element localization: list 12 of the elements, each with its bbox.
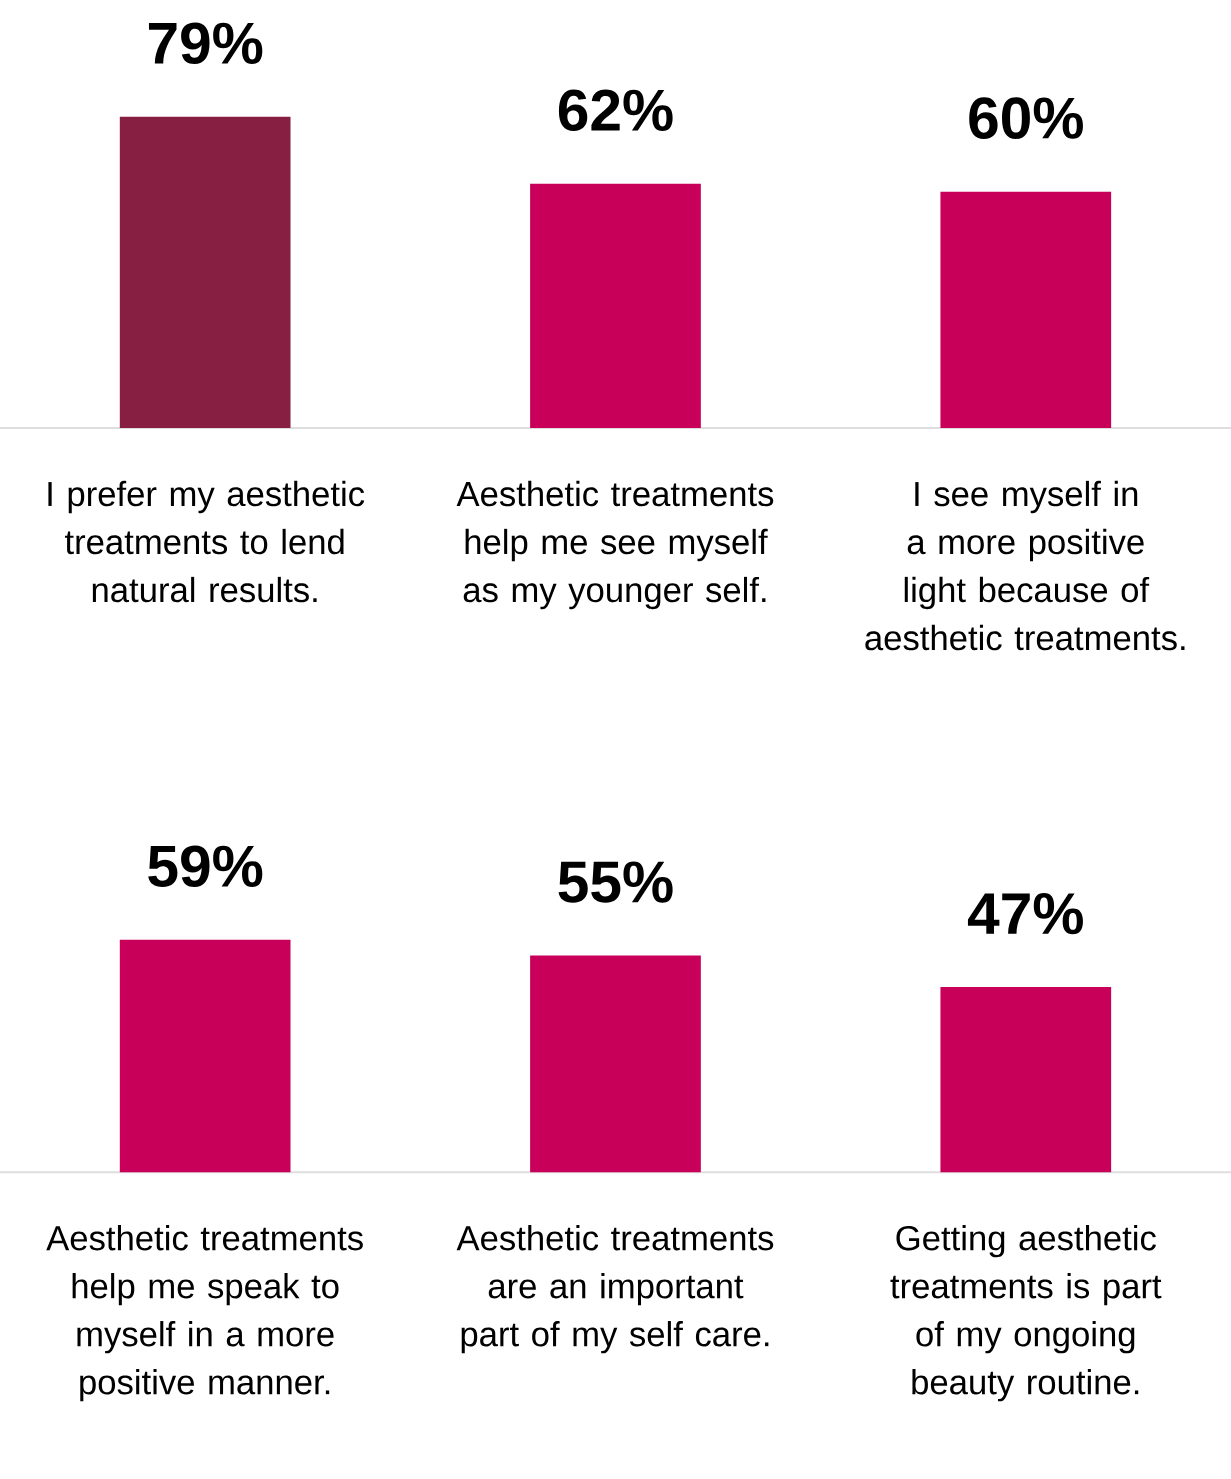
data-label: 59%: [148, 845, 263, 888]
data-label: 47%: [967, 893, 1083, 935]
x-tick-label: Aesthetic treatments help me see myself as my younger self.: [456, 480, 774, 610]
data-label: 62%: [558, 89, 673, 132]
x-tick-label: I prefer my aesthetic treatments to lend natural results.: [48, 480, 365, 603]
data-label: 79%: [149, 22, 263, 65]
x-tick-label: Aesthetic treatments help me speak to myself in a more positive manner.: [46, 1225, 363, 1402]
data-label: 60%: [969, 97, 1083, 139]
x-tick-label: I see myself in a more positive light because of aesthetic treatments.: [865, 480, 1185, 651]
x-tick-label: Aesthetic treatments are an important part of my self care.: [456, 1225, 774, 1354]
x-tick-label: Getting aesthetic treatments is part of my ongoing beauty routine.: [890, 1225, 1162, 1402]
data-label: 55%: [558, 861, 673, 903]
